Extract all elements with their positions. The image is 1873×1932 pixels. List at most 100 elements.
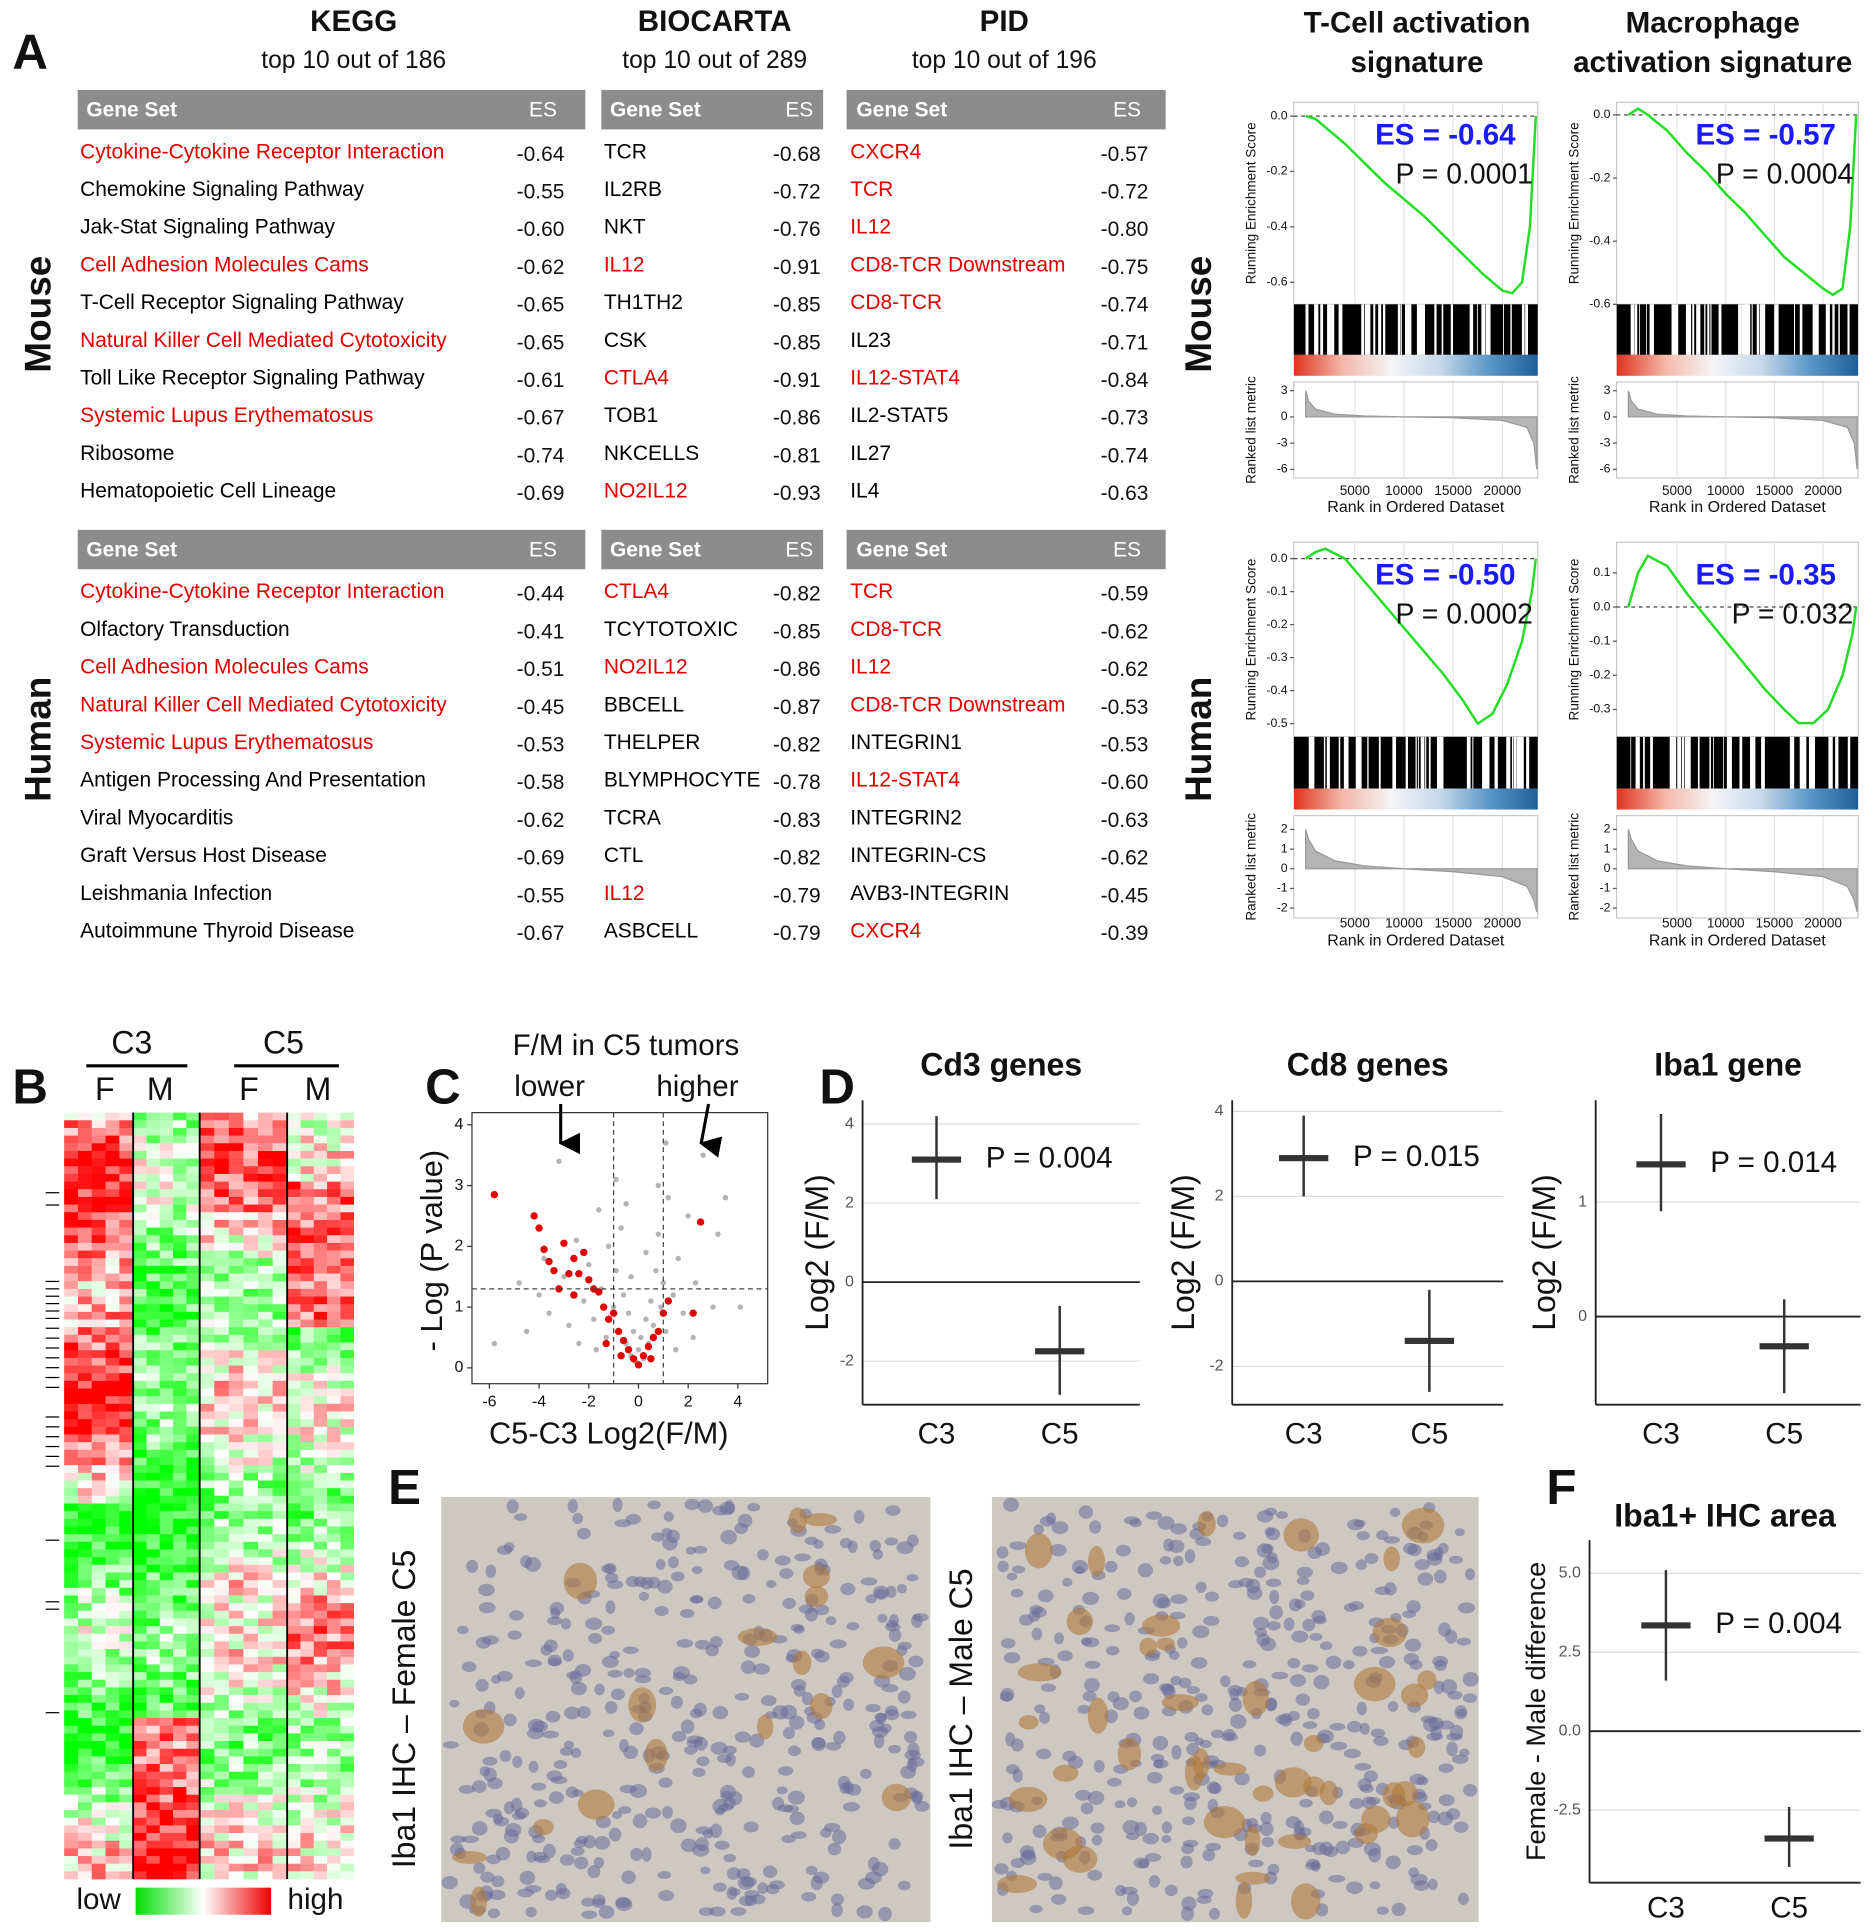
heatmap-cell [228, 1518, 244, 1527]
heatmap-cell [327, 1840, 341, 1849]
heatmap-cell [186, 1833, 201, 1842]
y-tick-label: -0.3 [1589, 702, 1610, 716]
heatmap-cell [105, 1419, 120, 1428]
heatmap-cell [186, 1771, 201, 1780]
heatmap-cell [272, 1480, 288, 1489]
heatmap-cell [159, 1503, 174, 1512]
y-tick-label: 0 [1215, 1273, 1224, 1290]
heatmap-cell [119, 1373, 134, 1382]
es-value: -0.67 [517, 407, 565, 430]
heatmap-cell [287, 1779, 301, 1788]
heatmap-cell [105, 1112, 120, 1121]
barcode-gap [1525, 304, 1528, 355]
nucleus [1447, 1690, 1463, 1700]
heatmap-cell [146, 1633, 161, 1642]
heatmap-cell [64, 1158, 79, 1167]
heatmap-cell [186, 1350, 201, 1359]
heatmap-cell [228, 1380, 244, 1389]
es-value: -0.53 [1101, 696, 1149, 719]
heatmap-cell [119, 1127, 134, 1136]
heatmap-cell [199, 1518, 215, 1527]
heatmap-cell [313, 1557, 328, 1566]
heatmap-cell [133, 1664, 147, 1673]
heatmap-cell [272, 1687, 288, 1696]
nucleus [1267, 1863, 1280, 1876]
heatmap-cell [186, 1840, 201, 1849]
heatmap-cell [272, 1702, 288, 1711]
heatmap-cell [228, 1664, 244, 1673]
heatmap-cell [228, 1357, 244, 1366]
barcode-gap [1673, 304, 1678, 355]
heatmap-cell [340, 1434, 355, 1443]
heatmap-cell [77, 1357, 93, 1366]
heatmap-cell [64, 1457, 79, 1466]
heatmap-cell [133, 1580, 147, 1589]
heatmap-cell [159, 1618, 174, 1627]
barcode-gap [1422, 304, 1425, 355]
p-label: P = 0.0002 [1396, 599, 1533, 631]
heatmap-cell [91, 1442, 106, 1451]
heatmap-cell [64, 1564, 79, 1573]
heatmap-cell [300, 1633, 315, 1642]
heatmap-cell [173, 1373, 187, 1382]
nucleus [1269, 1605, 1284, 1620]
heatmap-cell [199, 1181, 215, 1190]
heatmap-cell [327, 1580, 341, 1589]
barcode-gap [1468, 736, 1470, 789]
heatmap-cell [228, 1166, 244, 1175]
heatmap-cell [133, 1679, 147, 1688]
heatmap-cell [199, 1373, 215, 1382]
heatmap-cell [214, 1664, 230, 1673]
heatmap-cell [340, 1350, 355, 1359]
nucleus [1084, 1660, 1101, 1669]
heatmap-cell [159, 1794, 174, 1803]
heatmap-cell [199, 1656, 215, 1665]
nucleus [531, 1782, 547, 1791]
metric-area [1305, 390, 1538, 470]
heatmap-cell [300, 1679, 315, 1688]
heatmap-cell [340, 1334, 355, 1343]
nucleus [1087, 1790, 1105, 1805]
point [655, 1182, 662, 1189]
heatmap-cell [327, 1457, 341, 1466]
es-curve [1305, 114, 1538, 295]
nucleus [512, 1755, 523, 1768]
heatmap-cell [77, 1373, 93, 1382]
heatmap-cell [133, 1488, 147, 1497]
heatmap-cell [105, 1388, 120, 1397]
es-panel [1616, 101, 1859, 305]
heatmap-cell [77, 1787, 93, 1796]
nucleus [1077, 1704, 1091, 1715]
barcode-gap [1367, 304, 1371, 355]
y-tick-label: 2 [1604, 822, 1611, 836]
heatmap-cell [105, 1189, 120, 1198]
heatmap-cell [146, 1311, 161, 1320]
nucleus [612, 1810, 622, 1819]
heatmap-cell [159, 1603, 174, 1612]
heatmap-cell [272, 1764, 288, 1773]
heatmap-cell [243, 1825, 259, 1834]
heatmap-cell [272, 1342, 288, 1351]
point [658, 1304, 664, 1310]
heatmap-cell [77, 1564, 93, 1573]
heatmap-cell [105, 1787, 120, 1796]
heatmap-cell [77, 1825, 93, 1834]
heatmap-cell [146, 1143, 161, 1152]
heatmap-cell [258, 1511, 273, 1520]
heatmap-cell [64, 1235, 79, 1244]
barcode-gap [1812, 304, 1816, 355]
barcode-gap [1346, 736, 1349, 789]
barcode-gap [1832, 304, 1835, 355]
iba1-stain [1361, 1805, 1391, 1834]
heatmap-cell [300, 1549, 315, 1558]
heatmap-cell [146, 1710, 161, 1719]
heatmap-cell [243, 1388, 259, 1397]
heatmap-cell [327, 1442, 341, 1451]
heatmap-cell [91, 1173, 106, 1182]
heatmap-cell [199, 1235, 215, 1244]
heatmap-cell [64, 1718, 79, 1727]
heatmap-cell [173, 1380, 187, 1389]
heatmap-cell [300, 1181, 315, 1190]
es-value: -0.59 [1101, 583, 1149, 606]
heatmap-cell [159, 1457, 174, 1466]
